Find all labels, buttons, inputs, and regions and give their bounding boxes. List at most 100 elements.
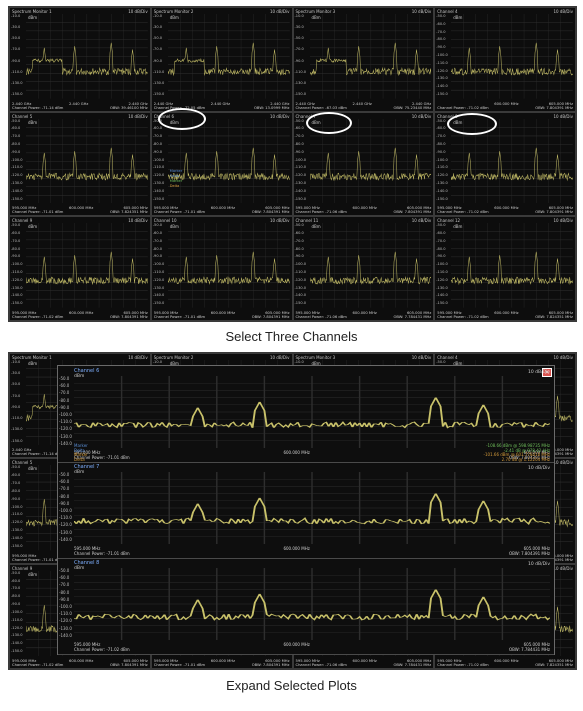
freq-center-label: 600.000 MHz — [69, 310, 94, 315]
y-tick-label: -130.0 — [59, 433, 72, 439]
spectrum-plot-area[interactable] — [25, 14, 148, 99]
expanded-plots-overlay[interactable]: × Channel 6 dBm 10 dB/Div -50.0 -60.0 -70.0 -8… — [57, 365, 555, 655]
freq-center-label: 600.000 MHz — [352, 310, 377, 315]
y-tick-label: -120.0 — [294, 173, 307, 178]
channel-panel[interactable]: Spectrum Monitor 3 10 dB/Div dBm -10.0 -30.0… — [292, 7, 435, 112]
y-tick-label: -90.0 — [436, 45, 446, 50]
spectrum-plot-area[interactable] — [167, 14, 290, 99]
y-tick-label: -70.0 — [152, 47, 163, 52]
spectrum-plot-area[interactable] — [451, 14, 574, 99]
y-tick-label: -90.0 — [59, 404, 70, 410]
y-tick-label: -10.0 — [11, 360, 21, 364]
freq-center-label: 600.000 MHz — [283, 642, 310, 647]
y-tick-label: -70.0 — [294, 134, 304, 139]
expanded-panel-unit: dBm — [74, 566, 85, 571]
spectrum-plot-area[interactable] — [25, 223, 148, 308]
panel-title: Spectrum Monitor 3 — [295, 355, 336, 360]
channel-panel[interactable]: Channel 10 10 dB/Div dBm -50.0 -60.0 -70.0 -80… — [150, 216, 293, 321]
y-tick-label: -10.0 — [294, 360, 304, 364]
channel-panel[interactable]: Channel 11 10 dB/Div dBm -50.0 -60.0 -70.0 -80… — [292, 216, 435, 321]
y-tick-label: -110.0 — [294, 165, 307, 170]
spectrum-plot-area[interactable] — [167, 223, 290, 308]
spectrum-plot-area[interactable] — [25, 118, 148, 204]
freq-stop-label: 605.000 MHz — [123, 206, 148, 211]
expanded-spectrum-plot[interactable] — [73, 376, 551, 448]
panel-scale: 10 dB/Div — [269, 9, 290, 14]
close-button[interactable]: × — [542, 368, 552, 377]
expanded-spectrum-plot[interactable] — [73, 568, 551, 640]
freq-center-label: 600.000 MHz — [210, 659, 236, 663]
y-tick-label: -150.0 — [294, 91, 307, 96]
channel-panel[interactable]: Channel 5 10 dB/Div dBm -50.0 -60.0 -70.0 -80.… — [9, 111, 151, 217]
channel-panel[interactable]: Spectrum Monitor 2 10 dB/Div dBm -10.0 -30.0… — [150, 7, 293, 112]
y-tick-label: -60.0 — [436, 126, 446, 131]
channel-panel[interactable]: Channel 9 10 dB/Div dBm -50.0 -60.0 -70.0 -80.… — [9, 216, 151, 321]
expanded-channel-panel[interactable]: Channel 6 dBm 10 dB/Div -50.0 -60.0 -70.0 -80.… — [58, 366, 554, 463]
expanded-channel-panel[interactable]: Channel 7 dBm 10 dB/Div -50.0 -60.0 -70.0 -80.… — [58, 462, 554, 559]
spectrum-trace-plot — [451, 223, 574, 308]
spectrum-trace-plot — [73, 376, 551, 448]
y-tick-label: -110.0 — [11, 165, 23, 170]
panel-unit: dBm — [311, 224, 321, 230]
y-tick-label: -10.0 — [294, 14, 304, 18]
y-tick-label: -70.0 — [11, 586, 21, 591]
y-tick-label: -140.0 — [436, 293, 448, 298]
y-tick-label: -150.0 — [11, 543, 23, 548]
expanded-channel-panel[interactable]: Channel 8 dBm 10 dB/Div -50.0 -60.0 -70.0 -80.… — [58, 558, 554, 655]
spectrum-plot-area[interactable] — [309, 14, 432, 99]
obw-readout: OBW: 7.784431 MHz — [393, 663, 432, 667]
channel-panel[interactable]: Channel 4 10 dB/Div dBm -50.0 -60.0 -70.0 -80.… — [434, 7, 576, 112]
y-tick-label: -130.0 — [436, 285, 448, 290]
panel-scale: 10 dB/Div — [269, 355, 290, 360]
y-tick-label: -50.0 — [436, 360, 446, 364]
y-tick-label: -130.0 — [11, 633, 23, 638]
freq-center-label: 2.440 GHz — [352, 101, 372, 106]
panel-scale: 10 dB/Div — [128, 355, 148, 360]
y-tick-label: -150.0 — [294, 301, 307, 306]
y-tick-label: -150.0 — [152, 196, 165, 201]
channel-panel[interactable]: Channel 12 10 dB/Div dBm -50.0 -60.0 -70.0 -80… — [434, 216, 576, 321]
y-tick-label: -80.0 — [11, 246, 21, 251]
spectrum-trace-plot — [451, 14, 574, 99]
y-tick-label: -60.0 — [294, 231, 304, 236]
marker-label: Marker — [74, 443, 88, 448]
spectrum-plot-area[interactable] — [451, 223, 574, 308]
spectrum-trace — [167, 147, 290, 181]
y-tick-label: -90.0 — [294, 58, 304, 63]
y-tick-label: -110.0 — [59, 419, 72, 425]
marker-label: Delta — [74, 456, 85, 462]
y-tick-label: -80.0 — [11, 594, 21, 599]
marker-row-label: Delta — [169, 174, 180, 179]
y-tick-label: -50.0 — [294, 118, 304, 123]
panel-unit: dBm — [311, 361, 321, 366]
panel-scale: 10 dB/Div — [411, 355, 432, 360]
y-tick-label: -60.0 — [59, 575, 70, 581]
y-tick-label: -70.0 — [436, 29, 446, 34]
channel-panel[interactable]: Spectrum Monitor 1 10 dB/Div dBm -10.0 -30.0… — [9, 7, 151, 112]
expanded-spectrum-plot[interactable] — [73, 472, 551, 544]
y-tick-label: -130.0 — [59, 529, 72, 535]
freq-start-label: 2.440 GHz — [12, 101, 32, 106]
freq-stop-label: 605.000 MHz — [523, 450, 550, 455]
spectrum-plot-area[interactable] — [309, 118, 432, 204]
spectrum-plot-area[interactable] — [309, 223, 432, 308]
freq-center-label: 600.000 MHz — [352, 659, 377, 663]
freq-stop-label: 605.000 MHz — [123, 659, 148, 663]
y-tick-label: -130.0 — [59, 625, 72, 631]
y-tick-label: -130.0 — [436, 76, 448, 81]
y-tick-label: -120.0 — [11, 520, 23, 525]
y-tick-label: -110.0 — [11, 512, 23, 517]
y-tick-label: -10.0 — [11, 14, 21, 18]
y-tick-label: -80.0 — [436, 142, 446, 147]
y-tick-label: -140.0 — [59, 632, 72, 638]
spectrum-trace-plot — [25, 118, 148, 204]
spectrum-plot-area[interactable] — [167, 118, 290, 204]
y-tick-label: -50.0 — [294, 36, 304, 41]
y-tick-label: -120.0 — [11, 173, 23, 178]
caption-select-three-channels: Select Three Channels — [225, 329, 358, 344]
y-tick-label: -140.0 — [11, 293, 23, 298]
freq-start-label: 595.000 MHz — [153, 206, 179, 211]
y-tick-label: -140.0 — [294, 188, 307, 193]
marker-label: Marker — [74, 452, 88, 457]
panel-unit: dBm — [28, 224, 38, 230]
